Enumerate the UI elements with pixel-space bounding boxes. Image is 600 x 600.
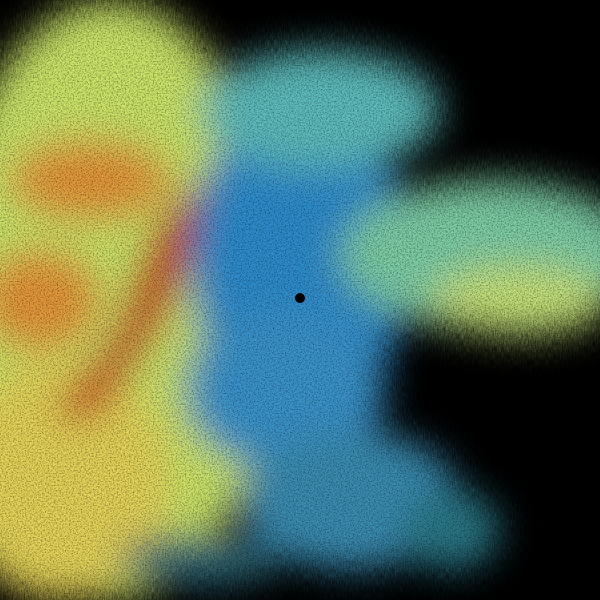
radar-site [295, 293, 305, 303]
